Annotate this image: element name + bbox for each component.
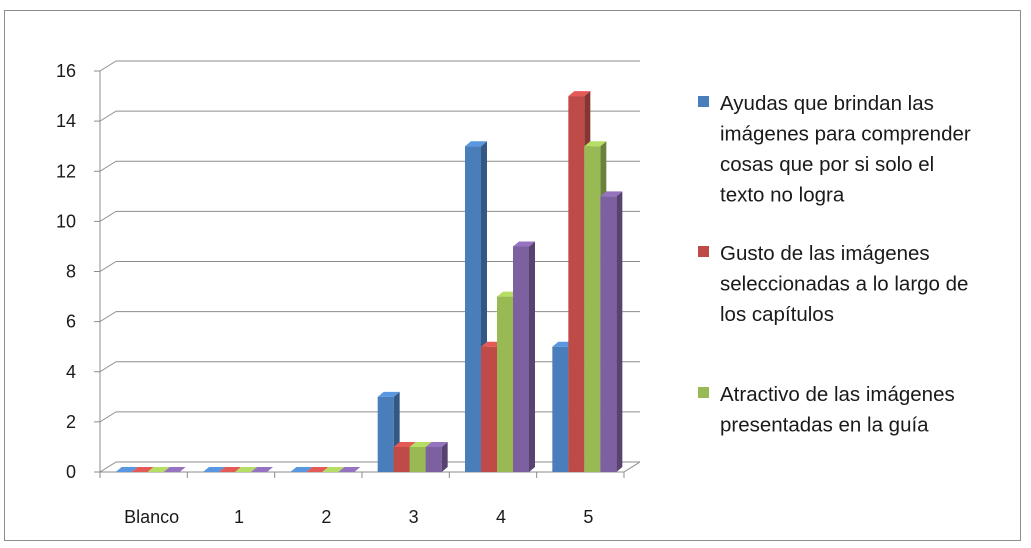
legend-label-1-line-3: cosas que por si solo el bbox=[720, 153, 934, 176]
bar-series3-2 bbox=[322, 467, 345, 473]
legend-label-3-line-2: presentadas en la guía bbox=[720, 414, 929, 437]
gridline-depth-14 bbox=[99, 110, 117, 122]
x-tick-label-blanco: Blanco bbox=[124, 507, 179, 527]
gridline-depth-4 bbox=[99, 361, 117, 373]
legend-label-1-line-4: texto no logra bbox=[720, 184, 845, 207]
legend-label-2-line-2: seleccionadas a lo largo de bbox=[720, 273, 968, 296]
gridline-depth-2 bbox=[99, 411, 117, 423]
bar-series3-1 bbox=[235, 467, 257, 473]
bar-series4-2 bbox=[338, 467, 361, 473]
y-tick-label-4: 4 bbox=[66, 362, 76, 382]
bar-series2-2 bbox=[306, 467, 329, 473]
bar-series4-4 bbox=[513, 241, 535, 472]
y-tick-label-0: 0 bbox=[66, 462, 76, 482]
y-tick-label-2: 2 bbox=[66, 412, 76, 432]
bar-series3-blanco bbox=[147, 467, 170, 473]
bar-series1-blanco bbox=[115, 467, 138, 473]
bar-series4-blanco bbox=[163, 467, 186, 473]
y-tick-label-12: 12 bbox=[56, 161, 76, 181]
gridline-depth-10 bbox=[99, 210, 117, 222]
x-tick-label-3: 3 bbox=[409, 507, 419, 527]
gridline-depth-16 bbox=[99, 60, 117, 72]
legend-label-2-line-3: los capítulos bbox=[720, 303, 834, 326]
y-tick-label-14: 14 bbox=[56, 111, 76, 131]
y-tick-label-10: 10 bbox=[56, 211, 76, 231]
x-tick-label-1: 1 bbox=[234, 507, 244, 527]
bar-series2-1 bbox=[219, 467, 241, 473]
legend-swatch-1 bbox=[698, 96, 709, 107]
legend-label-2-line-1: Gusto de las imágenes bbox=[720, 242, 930, 265]
legend-swatch-2 bbox=[698, 246, 709, 257]
x-tick-label-2: 2 bbox=[321, 507, 331, 527]
gridline-depth-12 bbox=[99, 160, 117, 172]
x-tick-label-5: 5 bbox=[583, 507, 593, 527]
bar-series1-2 bbox=[290, 467, 313, 473]
bar-series4-3 bbox=[425, 441, 448, 472]
bar-series4-1 bbox=[251, 467, 273, 473]
gridline-depth-0 bbox=[99, 461, 117, 473]
x-tick-label-4: 4 bbox=[496, 507, 506, 527]
chart-frame: 0 2 4 6 8 10 12 14 16 Blanco 1 2 3 4 5 Ayudas que brind… bbox=[4, 10, 1021, 541]
y-tick-label-6: 6 bbox=[66, 312, 76, 332]
legend-label-1-line-1: Ayudas que brindan las bbox=[720, 92, 934, 115]
bar-series1-1 bbox=[203, 467, 225, 473]
bar-series2-blanco bbox=[131, 467, 154, 473]
y-tick-label-8: 8 bbox=[66, 262, 76, 282]
legend-label-3-line-1: Atractivo de las imágenes bbox=[720, 383, 955, 406]
bar-series4-5 bbox=[600, 191, 623, 472]
legend-swatch-3 bbox=[698, 387, 709, 398]
legend-label-1-line-2: imágenes para comprender bbox=[720, 123, 971, 146]
floor-right-edge bbox=[623, 461, 641, 473]
y-tick-label-16: 16 bbox=[56, 61, 76, 81]
gridline-depth-6 bbox=[99, 311, 117, 323]
gridline-depth-8 bbox=[99, 261, 117, 272]
